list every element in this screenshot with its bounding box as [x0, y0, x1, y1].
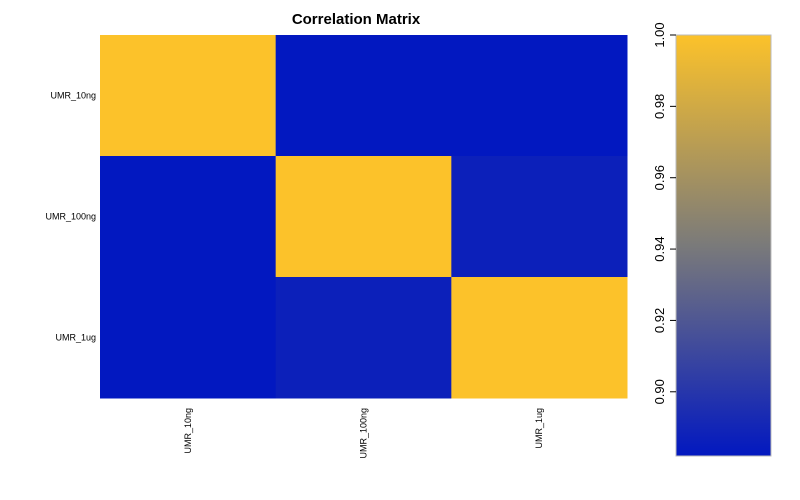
colorbar: 0.90 0.92 0.94 0.96 0.98 1.00 — [652, 22, 772, 457]
heatmap-cell-0-0 — [100, 35, 277, 157]
column-label: UMR_100ng — [359, 408, 369, 459]
colorbar-tick-label: 0.90 — [652, 379, 667, 404]
colorbar-tick-label: 1.00 — [652, 22, 667, 47]
column-label: UMR_1ug — [534, 408, 544, 449]
colorbar-tick-label: 0.98 — [652, 94, 667, 119]
colorbar-tick-label: 0.94 — [652, 236, 667, 261]
heatmap-cell-2-1 — [275, 277, 452, 399]
row-label: UMR_1ug — [55, 333, 96, 343]
heatmap-cell-1-2 — [451, 156, 628, 278]
row-labels: UMR_10ng UMR_100ng UMR_1ug — [45, 91, 96, 343]
heatmap-cell-0-1 — [275, 35, 452, 157]
heatmap-cell-2-2 — [451, 277, 628, 399]
colorbar-tick-label: 0.96 — [652, 165, 667, 190]
row-label: UMR_10ng — [50, 91, 96, 101]
column-labels: UMR_10ng UMR_100ng UMR_1ug — [183, 408, 544, 459]
heatmap-cell-2-0 — [100, 277, 277, 399]
colorbar-tick-label: 0.92 — [652, 308, 667, 333]
heatmap-cell-1-1 — [275, 156, 452, 278]
colorbar-gradient — [675, 34, 772, 457]
chart-title: Correlation Matrix — [292, 11, 421, 28]
heatmap-cells — [100, 35, 628, 399]
heatmap-cell-0-2 — [451, 35, 628, 157]
heatmap-cell-1-0 — [100, 156, 277, 278]
column-label: UMR_10ng — [183, 408, 193, 454]
row-label: UMR_100ng — [45, 212, 96, 222]
